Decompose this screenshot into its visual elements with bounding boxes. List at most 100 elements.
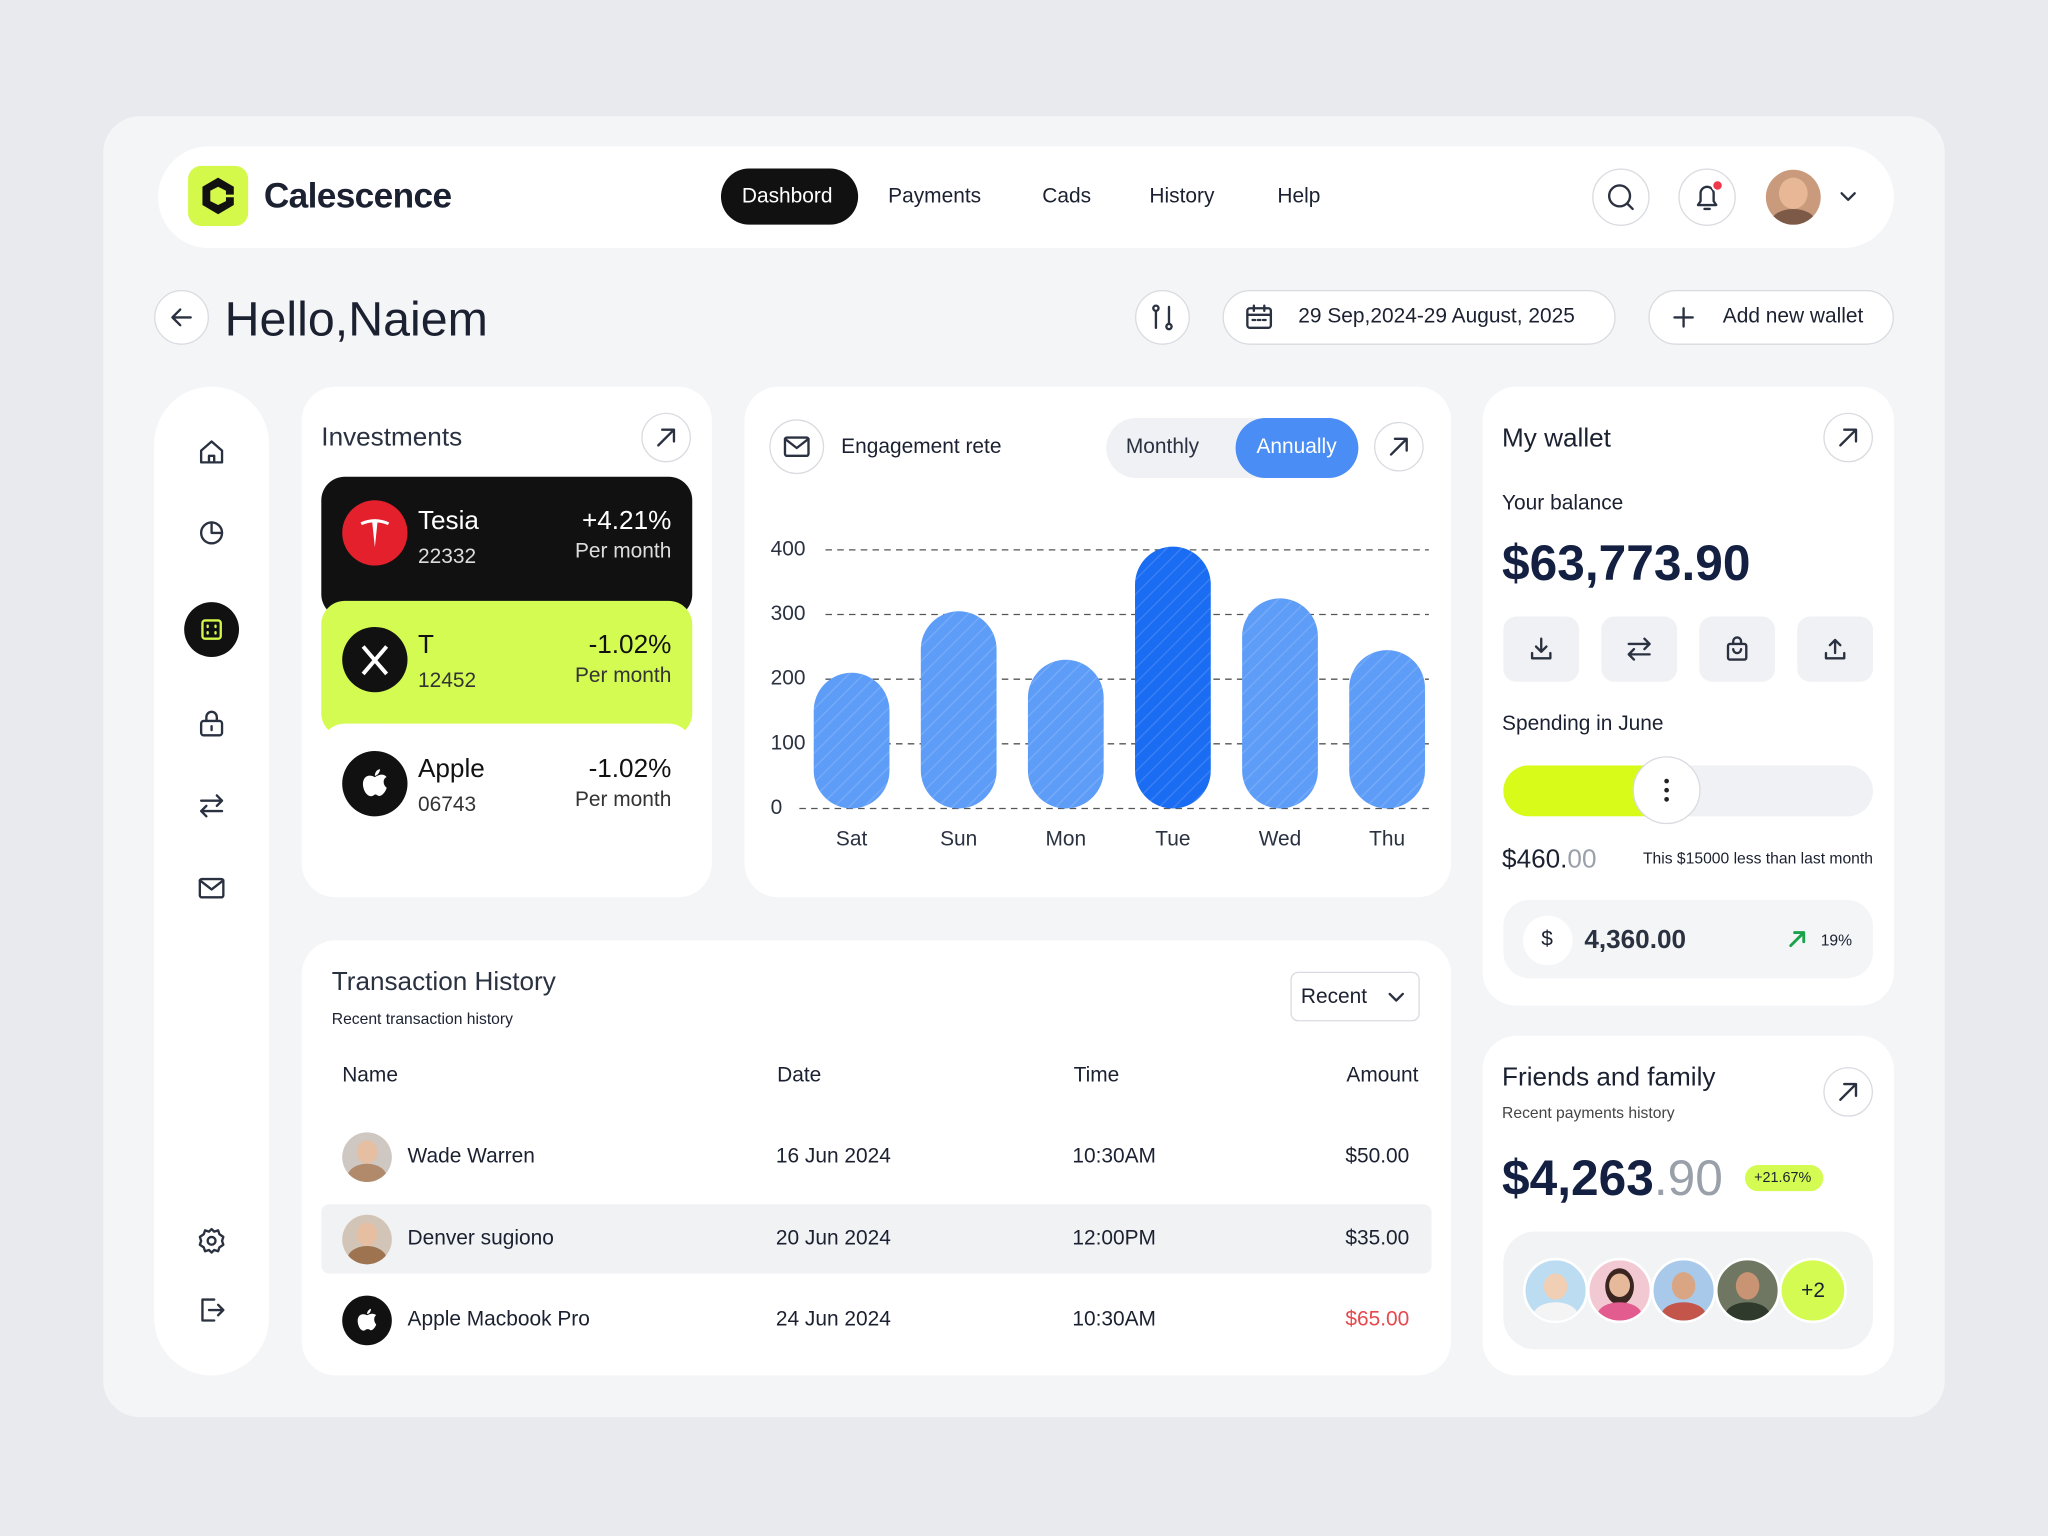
transactions-title: Transaction History	[331, 967, 556, 997]
investment-name: Tesia	[417, 506, 479, 536]
bar-hatch	[1027, 659, 1104, 809]
friend-avatar[interactable]	[1522, 1257, 1589, 1324]
toggle-annually[interactable]: Annually	[1256, 436, 1337, 459]
wallet-title: My wallet	[1502, 424, 1611, 454]
spending-main: $460.	[1502, 845, 1568, 874]
friends-amount: $4,263.90	[1502, 1155, 1723, 1205]
lock-icon[interactable]	[196, 708, 227, 739]
send-button[interactable]	[1797, 616, 1873, 682]
friends-change-badge	[1744, 1165, 1824, 1192]
engagement-icon	[769, 419, 825, 475]
friend-avatar[interactable]	[1650, 1257, 1717, 1324]
y-tick-label: 200	[771, 667, 806, 690]
back-button[interactable]	[154, 289, 209, 345]
nav-item[interactable]: Cads	[1042, 185, 1092, 208]
investment-change: -1.02%	[588, 754, 672, 784]
x-tick-label: Wed	[1259, 827, 1302, 850]
investment-name: Apple	[417, 754, 485, 784]
cell: Denver sugiono	[407, 1227, 554, 1250]
y-tick-label: 0	[771, 796, 783, 819]
spending-amount: $460.00	[1502, 846, 1596, 872]
friends-amount-cents: .90	[1653, 1151, 1723, 1207]
y-tick-label: 400	[771, 537, 806, 560]
cell: 10:30AM	[1072, 1308, 1156, 1331]
investment-change: -1.02%	[588, 630, 672, 660]
nav-active[interactable]	[720, 168, 859, 225]
logout-icon[interactable]	[196, 1294, 227, 1325]
settings-icon[interactable]	[196, 1225, 227, 1256]
more-friends[interactable]	[1778, 1257, 1847, 1324]
notification-button[interactable]	[1678, 168, 1736, 226]
spending-knob[interactable]	[1632, 756, 1700, 825]
cell: $35.00	[1345, 1227, 1410, 1250]
friends-title: Friends and family	[1502, 1063, 1716, 1092]
cell: $50.00	[1345, 1145, 1410, 1168]
apple-logo	[342, 751, 408, 817]
friends-open[interactable]	[1823, 1067, 1873, 1117]
spending-cents: 00	[1567, 845, 1597, 874]
nav-item[interactable]: Payments	[888, 185, 982, 208]
column-header: Time	[1073, 1064, 1120, 1087]
search-button[interactable]	[1592, 168, 1650, 226]
chart: 0 100 200 300 400 Sat Sun Mon Tue Wed Thu	[771, 537, 1429, 850]
engagement-open[interactable]	[1374, 421, 1424, 472]
y-tick-label: 300	[771, 602, 806, 625]
nav-item[interactable]: History	[1149, 185, 1215, 208]
y-tick-label: 100	[771, 731, 806, 754]
column-header: Name	[342, 1064, 398, 1087]
column-header: Date	[777, 1064, 822, 1087]
swap-button[interactable]	[1601, 616, 1678, 682]
transfer-icon[interactable]	[196, 790, 227, 821]
home-icon[interactable]	[196, 436, 227, 467]
tesla-logo	[342, 500, 408, 566]
wallet-open[interactable]	[1823, 412, 1873, 463]
wallet-amount: 4,360.00	[1584, 926, 1687, 955]
friend-avatar[interactable]	[1714, 1257, 1781, 1324]
investment-period: Per month	[574, 664, 672, 688]
friend-avatar[interactable]	[1586, 1257, 1653, 1324]
filter-dropdown[interactable]	[1290, 971, 1420, 1022]
user-avatar	[342, 1214, 392, 1265]
friends-amount-main: $4,263	[1502, 1151, 1654, 1207]
logo[interactable]	[188, 165, 249, 226]
friends-subtitle: Recent payments history	[1502, 1103, 1675, 1122]
greeting: Hello,Naiem	[224, 292, 488, 347]
balance-label: Your balance	[1502, 492, 1624, 515]
mail-icon[interactable]	[196, 872, 227, 903]
investment-period: Per month	[574, 540, 672, 563]
deposit-button[interactable]	[1503, 616, 1580, 682]
cell: Apple Macbook Pro	[407, 1308, 590, 1331]
currency-badge	[1522, 915, 1573, 966]
investment-period: Per month	[574, 788, 672, 812]
cell: 24 Jun 2024	[775, 1308, 891, 1331]
x-tick-label: Sun	[940, 827, 977, 850]
add-wallet-button[interactable]	[1648, 289, 1894, 345]
bar-hatch	[1242, 598, 1318, 809]
cell: 10:30AM	[1072, 1145, 1156, 1168]
profile-chevron[interactable]	[1835, 184, 1861, 210]
filter-button[interactable]	[1135, 289, 1190, 345]
bar-hatch	[813, 672, 890, 809]
investment-name: T	[417, 630, 434, 660]
toggle-monthly[interactable]: Monthly	[1125, 436, 1200, 459]
row-highlight	[321, 1204, 1432, 1274]
investments-open[interactable]	[641, 412, 691, 463]
dashboard-icon-active[interactable]	[184, 602, 240, 657]
profile-avatar[interactable]	[1765, 169, 1821, 225]
nav-item[interactable]: Dashbord	[741, 185, 833, 208]
date-range: 29 Sep,2024-29 August, 2025	[1298, 305, 1575, 328]
nav-item[interactable]: Help	[1277, 185, 1321, 208]
analytics-icon[interactable]	[196, 517, 227, 548]
up-arrow	[1789, 931, 1806, 948]
toggle-active[interactable]	[1235, 417, 1359, 479]
shop-button[interactable]	[1699, 616, 1776, 682]
cell: 16 Jun 2024	[775, 1145, 891, 1168]
date-range-button[interactable]	[1222, 289, 1616, 345]
friends-change: +21.67%	[1754, 1170, 1812, 1186]
product-logo	[342, 1295, 392, 1346]
x-tick-label: Mon	[1045, 827, 1086, 850]
wallet-change: 19%	[1820, 931, 1853, 950]
bar-hatch	[1135, 546, 1211, 809]
